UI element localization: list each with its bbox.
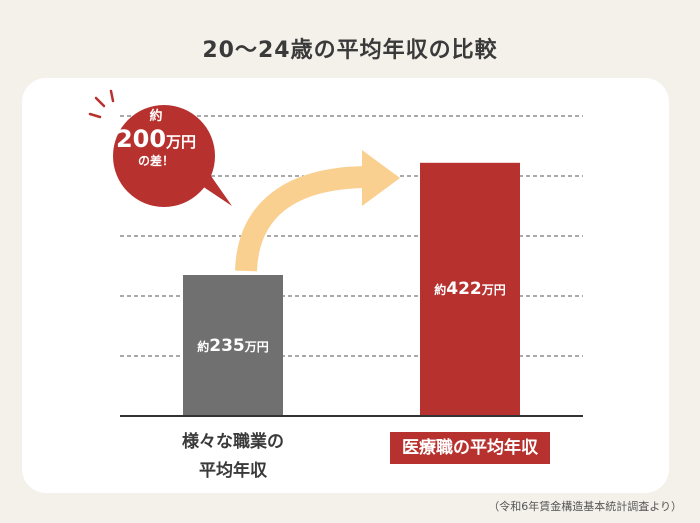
bar-medical <box>420 162 520 416</box>
value-number: 235 <box>209 335 245 356</box>
increase-arrow <box>235 166 367 272</box>
callout-suffix: の差！ <box>137 154 174 168</box>
category-label-line: 様々な職業の <box>182 432 284 452</box>
bar-value-label-general: 約235万円 <box>197 336 269 356</box>
category-label-line: 平均年収 <box>199 461 267 481</box>
emphasis-lines-icon <box>88 89 115 119</box>
value-prefix: 約 <box>434 283 447 298</box>
bar-value-label-medical: 約422万円 <box>434 279 506 299</box>
value-number: 422 <box>446 279 482 300</box>
source-note: （令和6年賃金構造基本統計調査より） <box>488 500 682 513</box>
difference-callout-bubble <box>113 105 232 207</box>
difference-callout-text: 約 200万円 の差！ <box>101 110 211 167</box>
category-label-medical: 医療職の平均年収 <box>390 432 550 464</box>
bars <box>183 162 520 416</box>
chart-title: 20〜24歳の平均年収の比較 <box>202 38 498 63</box>
callout-prefix: 約 <box>149 109 163 124</box>
callout-amount: 200 <box>115 125 167 153</box>
value-unit: 万円 <box>481 283 506 298</box>
category-label-general: 様々な職業の 平均年収 <box>182 428 284 486</box>
value-prefix: 約 <box>197 339 210 354</box>
callout-unit: 万円 <box>166 133 197 151</box>
increase-arrow-head <box>362 150 400 206</box>
bar-general <box>183 275 283 416</box>
value-unit: 万円 <box>244 339 269 354</box>
